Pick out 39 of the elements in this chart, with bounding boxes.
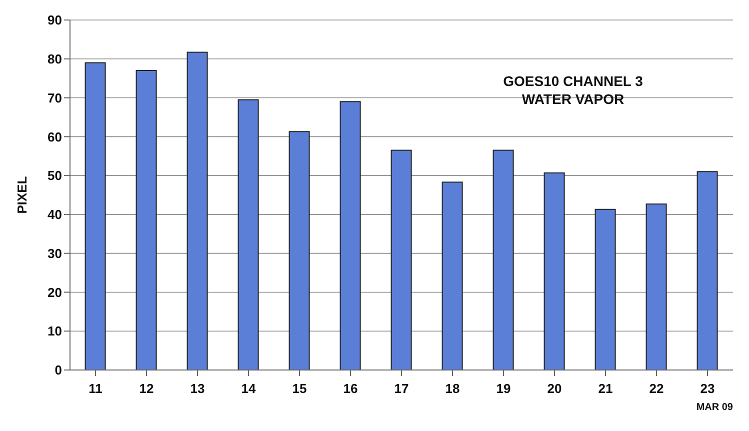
bar [136, 70, 157, 370]
x-tick-label: 19 [496, 381, 511, 396]
x-tick-label: 16 [343, 381, 358, 396]
y-tick-label: 10 [48, 324, 62, 339]
x-tick-label: 22 [649, 381, 664, 396]
y-axis-title: PIXEL [14, 176, 30, 214]
x-tick-label: 15 [292, 381, 307, 396]
bar [288, 131, 310, 370]
x-tick-label: 20 [547, 381, 562, 396]
y-tick-label: 50 [48, 168, 62, 184]
y-tick-label: 0 [54, 362, 62, 378]
y-tick-label: 20 [48, 284, 62, 300]
bar [544, 172, 565, 370]
bar [646, 203, 667, 370]
y-tick-label: 60 [48, 129, 62, 144]
y-tick-label: 40 [48, 207, 62, 222]
x-tick-label: 12 [139, 381, 154, 396]
x-tick-label: 14 [241, 381, 256, 396]
bar [492, 150, 514, 370]
x-tick-label: 11 [88, 381, 102, 396]
y-tick-label: 30 [48, 246, 62, 261]
bar [594, 208, 616, 370]
x-tick-label: 18 [445, 381, 460, 396]
y-tick-label: 90 [48, 12, 62, 28]
text: GOES10 CHANNEL 3 WATER VAPOR [502, 72, 644, 108]
bar [390, 150, 412, 370]
bar [84, 62, 106, 370]
x-tick-label: 21 [598, 381, 613, 396]
y-tick-label: 70 [48, 90, 62, 106]
bar [696, 171, 718, 370]
bar [186, 52, 208, 370]
x-tick-label: 17 [394, 381, 409, 396]
bar [340, 101, 361, 370]
y-tick-label: 80 [48, 52, 62, 67]
x-axis-title: MAR 09 [696, 402, 734, 413]
x-tick-label: 23 [700, 381, 715, 396]
bar [442, 182, 463, 370]
bar [238, 99, 259, 370]
x-tick-label: 13 [190, 381, 205, 396]
